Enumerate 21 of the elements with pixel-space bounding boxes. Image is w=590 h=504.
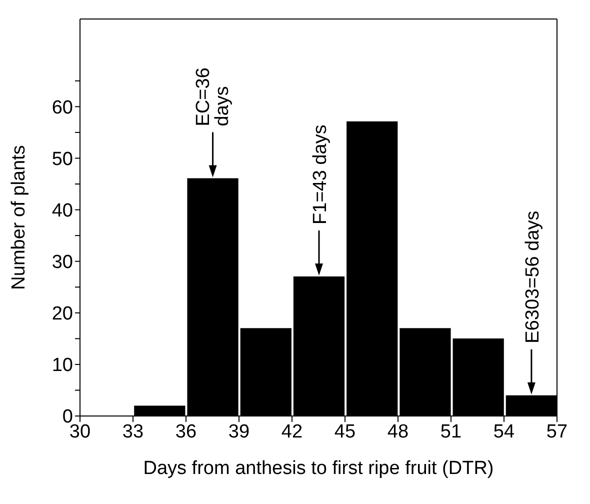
y-tick-label: 10 xyxy=(52,355,73,376)
x-tick-label: 30 xyxy=(69,421,91,442)
y-tick-label: 30 xyxy=(52,252,73,274)
annotation: F1=43 days xyxy=(310,124,331,224)
y-tick-label: 60 xyxy=(52,97,73,118)
y-tick-label: 20 xyxy=(52,304,73,325)
x-tick-label: 42 xyxy=(281,421,303,442)
y-tick-label: 50 xyxy=(52,148,73,170)
x-tick-label: 51 xyxy=(440,421,462,442)
x-tick-label: 39 xyxy=(228,421,250,442)
x-tick-label: 57 xyxy=(546,421,568,442)
x-tick-label: 54 xyxy=(493,421,515,442)
x-tick-label: 48 xyxy=(387,421,409,442)
x-tick-label: 45 xyxy=(334,421,356,442)
x-tick-label: 33 xyxy=(122,421,144,442)
x-axis-title: Days from anthesis to first ripe fruit (DTR) xyxy=(143,458,494,479)
annotation: E6303=56 days xyxy=(522,210,544,344)
annotation: EC=36 days xyxy=(192,68,233,126)
y-axis-title: Number of plants xyxy=(8,145,30,290)
x-tick-label: 36 xyxy=(175,421,197,442)
y-tick-label: 40 xyxy=(52,200,73,222)
